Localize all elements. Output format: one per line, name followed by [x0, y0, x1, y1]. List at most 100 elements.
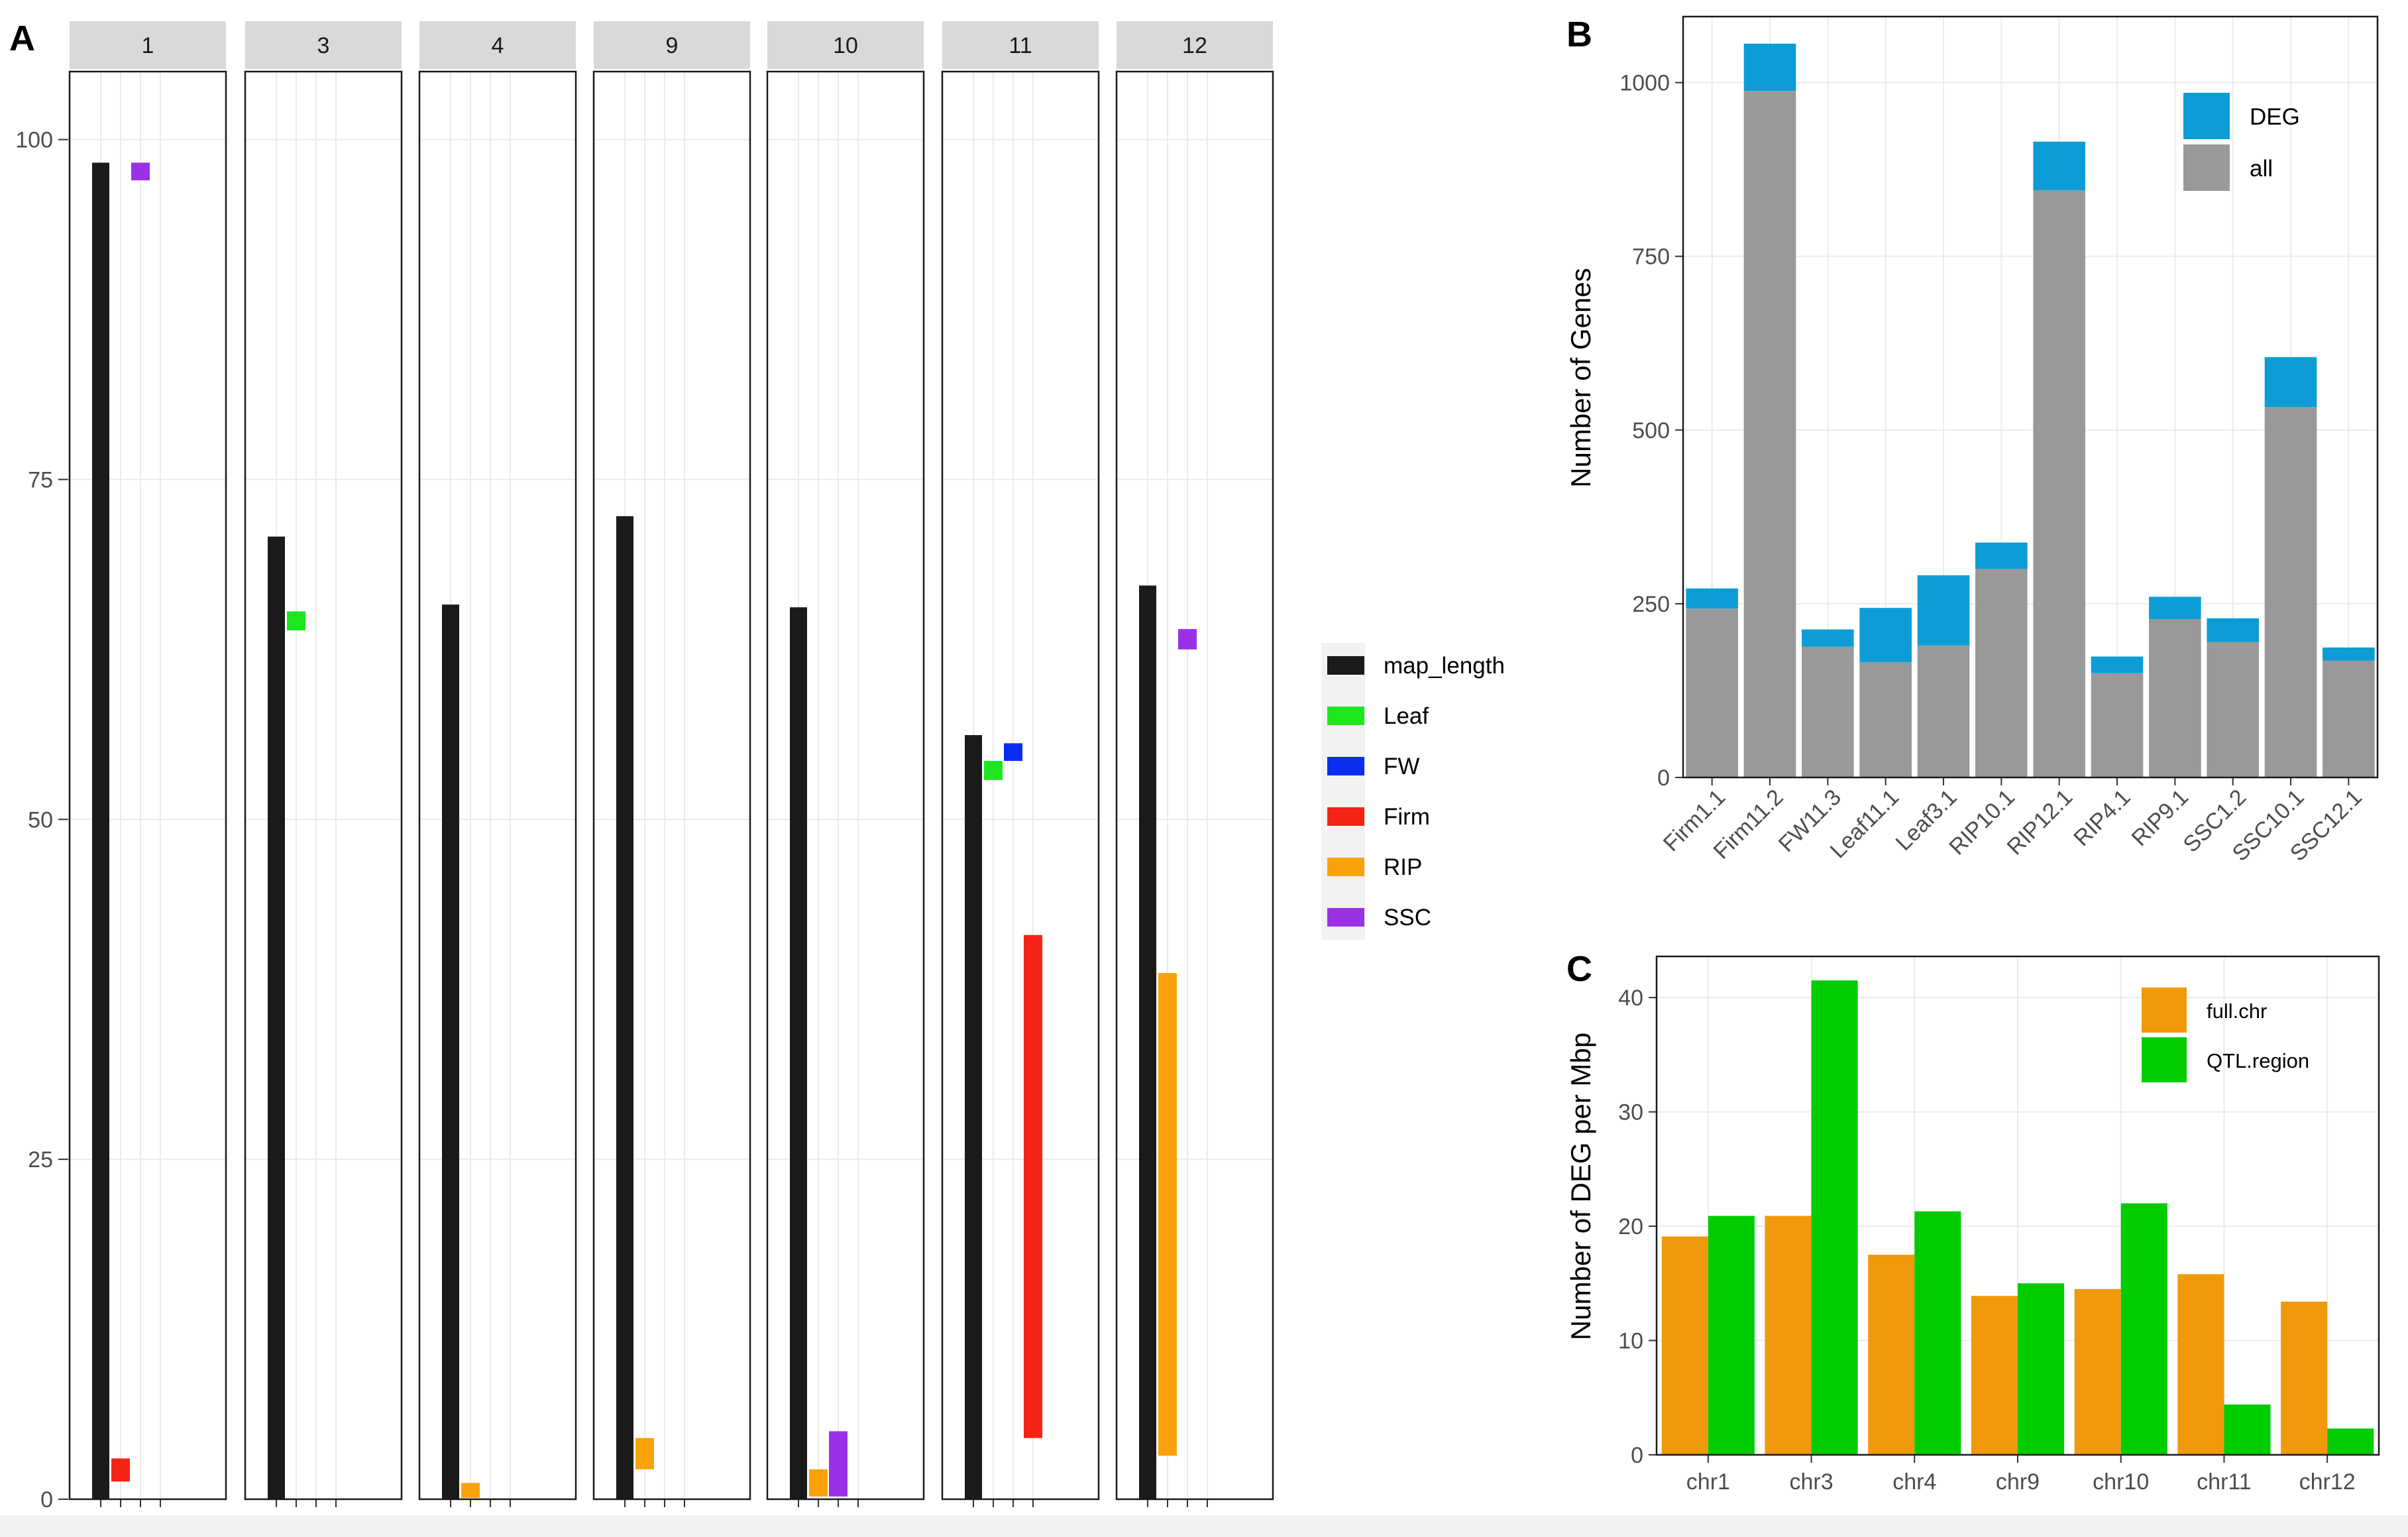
panel-a-y-tick-label: 50 — [28, 807, 53, 832]
panel-c-x-tick-label: chr10 — [2093, 1469, 2149, 1495]
panel-a-facet-border — [244, 70, 403, 1501]
panel-c-bar-full-chr-chr3 — [1765, 1216, 1812, 1455]
panel-c-bar-qtl-region-chr10 — [2120, 1203, 2167, 1455]
panel-b-bar-deg-rip9-1 — [2149, 597, 2201, 619]
panel-b-x-tick-label: RIP4.1 — [2069, 785, 2135, 851]
panel-c-bar-qtl-region-chr3 — [1811, 980, 1858, 1455]
panel-b-letter: B — [1566, 15, 1592, 54]
panel-b-bar-deg-firm1-1 — [1686, 588, 1738, 609]
panel-c-bar-full-chr-chr4 — [1868, 1255, 1915, 1455]
panel-a-facet-strip — [942, 21, 1099, 69]
panel-b-y-tick-label: 250 — [1632, 592, 1670, 617]
panel-a-facet-border — [68, 70, 227, 1501]
panel-c-legend-swatch-qtl-region — [2142, 1037, 2187, 1082]
panel-c-x-tick-label: chr11 — [2197, 1469, 2252, 1495]
panel-a-legend-swatch-ssc — [1327, 908, 1364, 927]
panel-a-chart: 0 25 50 75 100 1 3 4 9 10 11 12 — [15, 21, 1274, 1512]
panel-b-bar-deg-rip4-1 — [2091, 656, 2144, 673]
panel-a-facet-strip — [245, 21, 402, 69]
panel-a-interval-rip-8 — [635, 1438, 654, 1469]
panel-c-legend-label-full-chr: full.chr — [2207, 999, 2267, 1023]
panel-a-interval-rip-10 — [809, 1469, 828, 1497]
panel-c-bar-qtl-region-chr9 — [2018, 1283, 2065, 1455]
panel-c-y-tick-label: 0 — [1631, 1443, 1643, 1468]
panel-a-y-tick-label: 75 — [28, 467, 53, 492]
panel-a-facet-border — [1115, 70, 1274, 1501]
panel-c-y-tick-label: 40 — [1618, 986, 1643, 1011]
panel-a-legend-swatch-map-length — [1327, 656, 1364, 675]
panel-b-bar-deg-fw11-3 — [1802, 629, 1854, 647]
panel-c-y-tick-label: 20 — [1618, 1214, 1643, 1239]
panel-b-plot-border — [1682, 15, 2379, 779]
panel-b-bar-all-firm11-2 — [1743, 91, 1796, 778]
panel-a-facet-label: 1 — [142, 33, 154, 58]
panel-b-bar-deg-ssc12-1 — [2323, 647, 2375, 661]
panel-a-letter: A — [9, 19, 35, 58]
panel-c-x-tick-label: chr9 — [1996, 1469, 2040, 1495]
panel-a-facet-strip — [767, 21, 924, 69]
panel-a-interval-map-length-12 — [965, 735, 982, 1499]
panel-b-chart: 02505007501000Firm1.1Firm11.2FW11.3Leaf1… — [1619, 15, 2379, 866]
panel-a-legend-swatch-fw — [1327, 757, 1364, 775]
panel-a-interval-fw-14 — [1004, 743, 1022, 762]
panel-a-legend-label-firm: Firm — [1384, 804, 1430, 830]
panel-a-y-tick-label: 0 — [40, 1487, 53, 1512]
panel-a-interval-map-length-9 — [790, 607, 807, 1499]
panel-a-interval-ssc-11 — [829, 1431, 848, 1497]
panel-c-x-tick-label: chr1 — [1686, 1469, 1730, 1495]
panel-a-y-tick-label: 100 — [15, 128, 53, 153]
panel-b-y-tick-label: 1000 — [1619, 71, 1670, 96]
panel-c-chart: 0 10 20 30 40 chr1 chr3 chr4 chr9 chr10 chr11 chr12… — [1618, 955, 2380, 1495]
panel-b-bar-all-leaf11-1 — [1859, 661, 1912, 777]
panel-b-bar-deg-leaf3-1 — [1917, 575, 1970, 646]
panel-b-bar-all-ssc12-1 — [2323, 660, 2375, 777]
panel-b-bar-all-fw11-3 — [1802, 646, 1854, 777]
panel-a-interval-ssc-18 — [1178, 629, 1197, 650]
panel-a-legend-label-rip: RIP — [1384, 854, 1422, 880]
panel-b-bar-all-leaf3-1 — [1917, 645, 1970, 777]
panel-a-facet-border — [592, 70, 751, 1501]
panel-c-bar-full-chr-chr1 — [1661, 1236, 1708, 1455]
panel-a-interval-rip-6 — [461, 1483, 480, 1498]
panel-a-facet-label: 9 — [666, 33, 679, 58]
panel-a-facet-border — [941, 70, 1100, 1501]
panel-a-facet-label: 11 — [1009, 33, 1032, 58]
panel-c-x-tick-label: chr3 — [1790, 1469, 1833, 1495]
panel-b-y-axis-title: Number of Genes — [1565, 268, 1596, 488]
panel-a-interval-rip-17 — [1158, 973, 1177, 1456]
panel-c-bar-qtl-region-chr4 — [1914, 1211, 1961, 1455]
panel-c-bar-full-chr-chr9 — [1971, 1296, 2018, 1455]
panel-b-bar-deg-leaf11-1 — [1859, 608, 1912, 662]
panel-b-bar-deg-ssc10-1 — [2264, 357, 2317, 408]
panel-a-facet-strip — [1117, 21, 1273, 69]
panel-a-interval-ssc-2 — [131, 162, 150, 181]
panel-c-legend-label-qtl-region: QTL.region — [2207, 1049, 2309, 1072]
panel-c-bar-qtl-region-chr12 — [2327, 1428, 2374, 1455]
panel-c-plot-border — [1655, 955, 2380, 1456]
panel-a-facet-border — [766, 70, 925, 1501]
panel-c-bar-qtl-region-chr11 — [2224, 1404, 2271, 1455]
panel-c-letter: C — [1566, 949, 1592, 989]
panel-b-legend-swatch-all — [2183, 144, 2230, 191]
panel-b-bar-deg-firm11-2 — [1743, 43, 1796, 91]
panel-b-bar-all-ssc10-1 — [2264, 407, 2317, 777]
panel-b-bar-all-rip12-1 — [2033, 190, 2085, 777]
panel-a-interval-leaf-4 — [287, 611, 305, 631]
panel-c-bar-full-chr-chr12 — [2281, 1301, 2328, 1455]
panel-a-facet-label: 4 — [492, 33, 504, 58]
panel-c-x-tick-label: chr12 — [2299, 1469, 2356, 1495]
panel-a-facet-strip — [70, 21, 226, 69]
panel-b-legend-swatch-deg — [2183, 93, 2230, 139]
panel-c-y-tick-label: 30 — [1618, 1100, 1643, 1125]
panel-b-bar-all-ssc1-2 — [2207, 642, 2259, 777]
panel-b-bar-all-rip10-1 — [1975, 569, 2028, 777]
panel-a-facet-label: 10 — [833, 33, 858, 58]
panel-b-legend-label-deg: DEG — [2250, 104, 2300, 130]
panel-a-legend-key-background — [1321, 643, 1365, 940]
panel-b-bar-deg-rip12-1 — [2033, 141, 2085, 191]
panel-b-y-tick-label: 0 — [1657, 766, 1670, 791]
panel-b-bar-all-rip9-1 — [2149, 618, 2201, 777]
panel-a-legend-swatch-rip — [1327, 858, 1364, 876]
panel-c-legend-swatch-full-chr — [2142, 988, 2187, 1033]
panel-b-bar-deg-ssc1-2 — [2207, 618, 2259, 642]
